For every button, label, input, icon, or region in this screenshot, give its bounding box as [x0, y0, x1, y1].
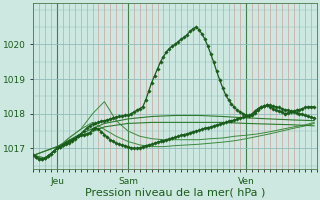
X-axis label: Pression niveau de la mer( hPa ): Pression niveau de la mer( hPa ): [85, 187, 266, 197]
